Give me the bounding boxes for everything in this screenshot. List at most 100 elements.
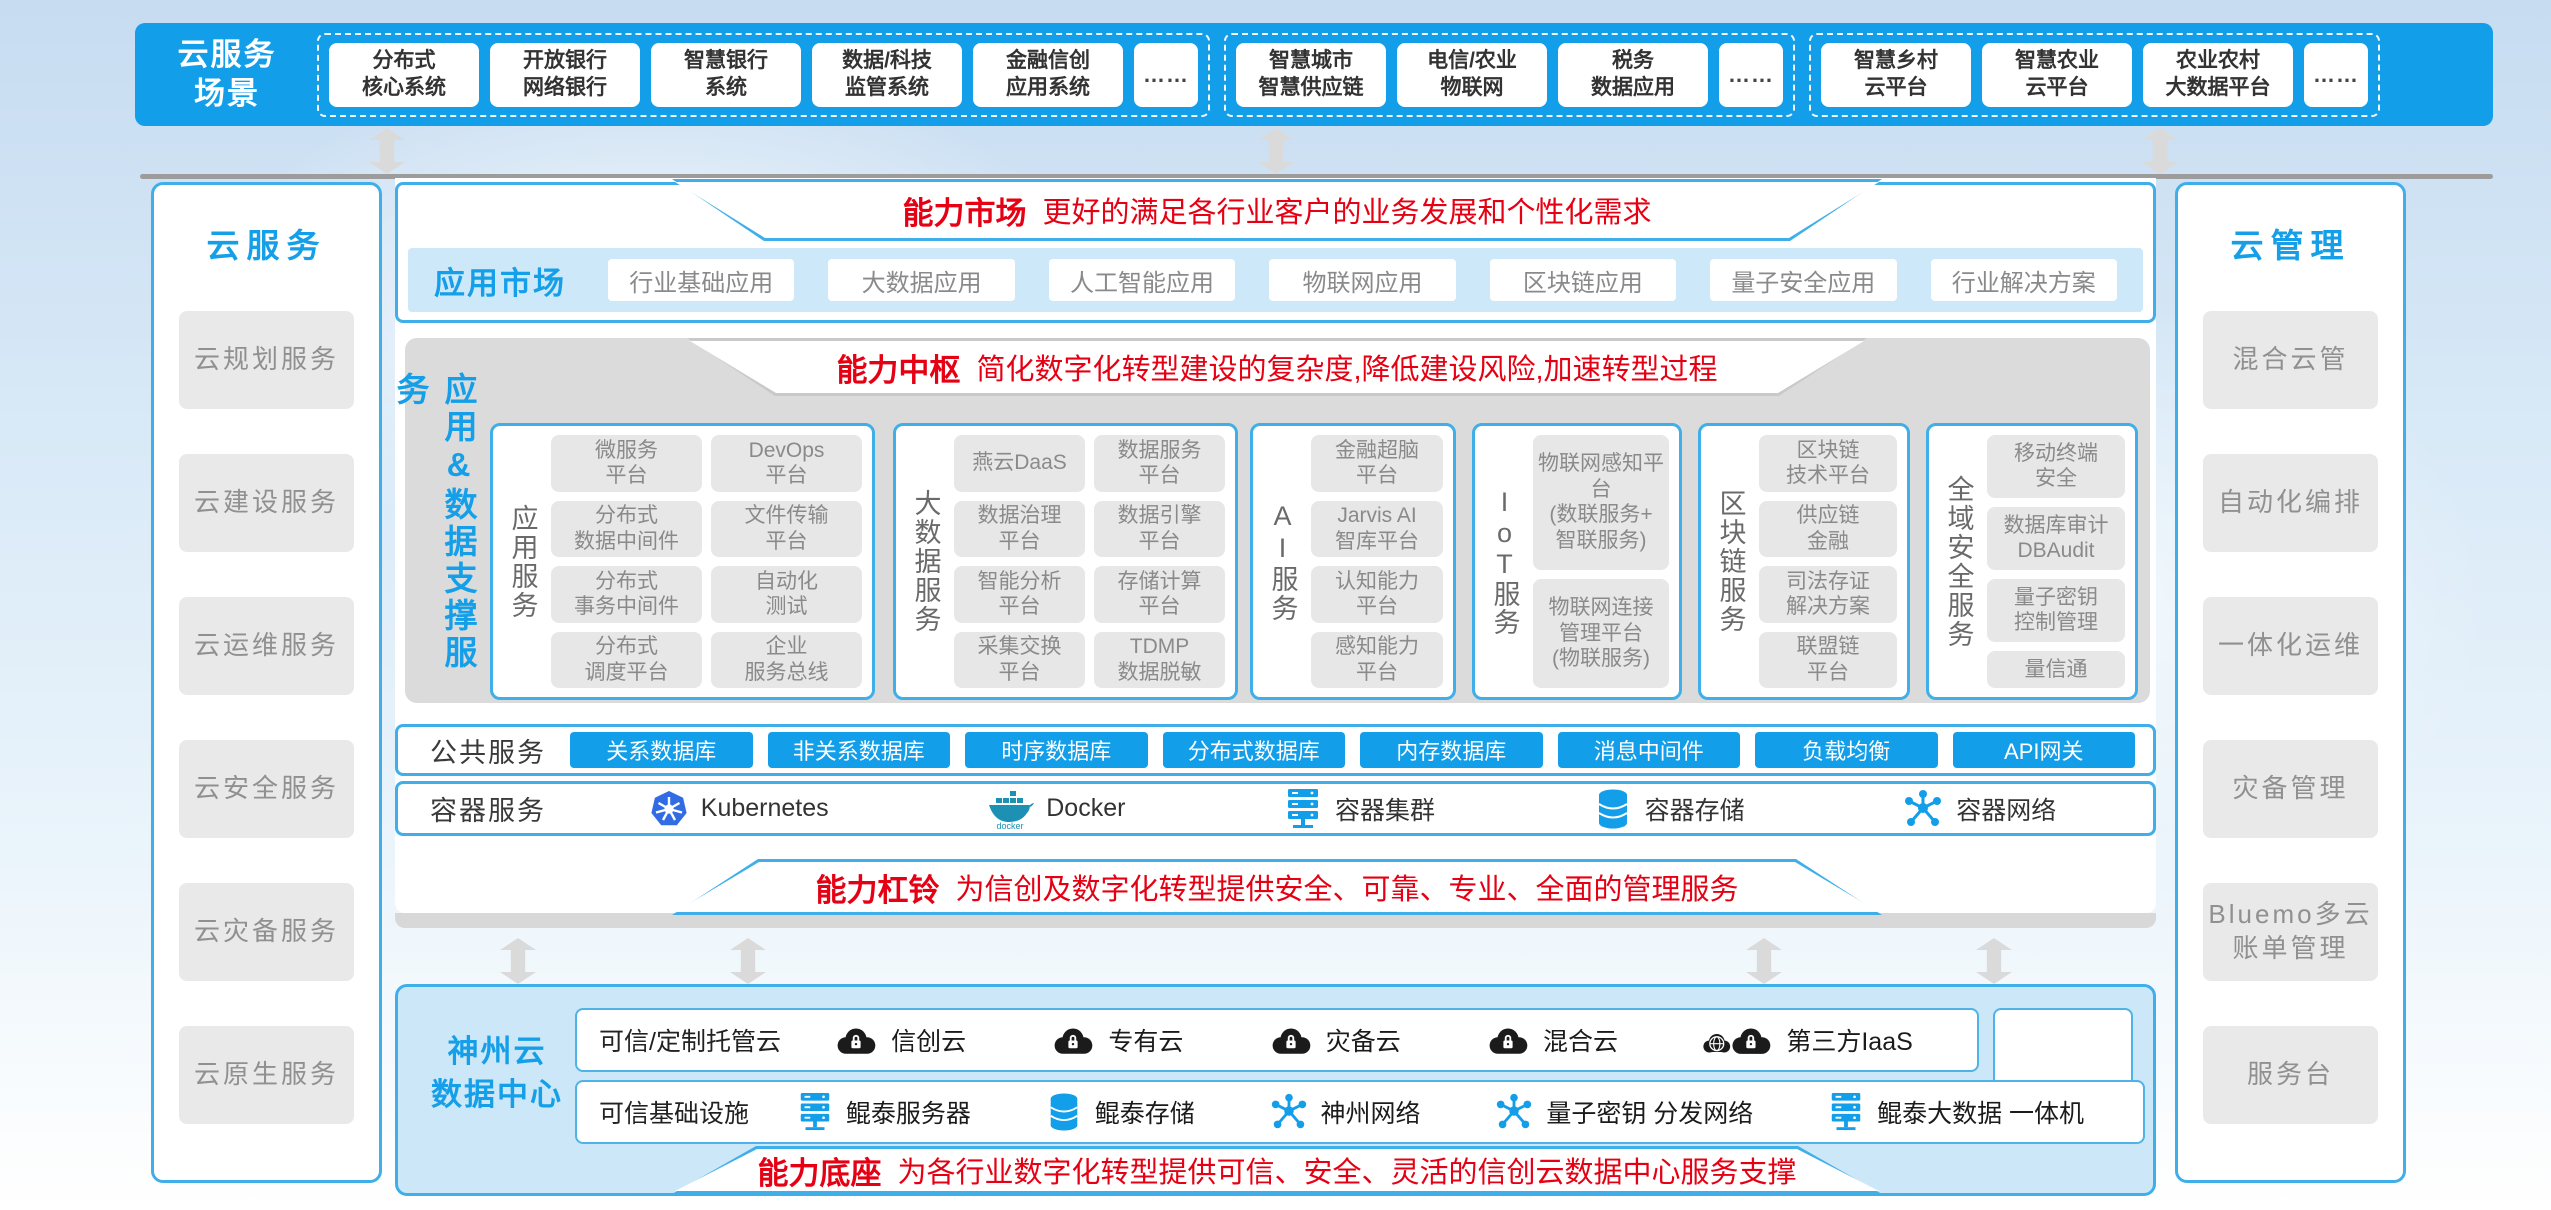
scenario-box: 农业农村 大数据平台	[2143, 42, 2293, 107]
app-market-item: 区块链应用	[1489, 259, 1677, 301]
banner-desc: 简化数字化转型建设的复杂度,降低建设风险,加速转型过程	[976, 354, 1718, 386]
scenario-bar-title: 云服务 场景	[177, 36, 277, 111]
banner-desc: 为信创及数字化转型提供安全、可靠、专业、全面的管理服务	[955, 874, 1739, 906]
svg-text:docker: docker	[997, 821, 1024, 830]
service-box: 分布式 数据中间件	[551, 500, 702, 557]
server-icon	[1831, 1093, 1861, 1131]
container-item-cluster: 容器集群	[1283, 788, 1435, 830]
dc-item-quantum-network: 量子密钥 分发网络	[1494, 1092, 1753, 1132]
container-item-network: 容器网络	[1902, 788, 2056, 830]
container-item-label: Docker	[1046, 794, 1126, 822]
ellipsis-box: ……	[1719, 42, 1783, 107]
double-arrow-icon	[1976, 938, 2012, 984]
app-market-label: 应用市场	[434, 265, 566, 301]
docker-icon: docker	[989, 790, 1035, 830]
service-box: 区块链 技术平台	[1759, 435, 1897, 492]
service-box: 微服务 平台	[551, 435, 702, 492]
service-box: 分布式 事务中间件	[551, 566, 702, 623]
sidebar-item-unified-ops: 一体化运维	[2203, 597, 2378, 695]
container-item-docker: docker Docker	[986, 788, 1125, 830]
service-box: 企业 服务总线	[711, 631, 862, 688]
sidebar-item-service-desk: 服务台	[2203, 1026, 2378, 1124]
public-service-pill: 关系数据库	[570, 732, 753, 768]
trusted-hosted-cloud-row: 可信/定制托管云 信创云 专有云 灾备云 混合云	[575, 1008, 1979, 1072]
server-icon	[800, 1093, 830, 1131]
sidebar-item-automation: 自动化编排	[2203, 454, 2378, 552]
scenario-box: 电信/农业 物联网	[1397, 42, 1547, 107]
service-box: 存储计算 平台	[1094, 566, 1225, 623]
card-label: 全域安全服务	[1943, 474, 1974, 649]
service-box: 自动化 测试	[711, 566, 862, 623]
cloud-lock-icon	[837, 1028, 876, 1054]
row-label: 可信基础设施	[599, 1100, 750, 1128]
sidebar-item-bluemo-billing: Bluemo多云 账单管理	[2203, 883, 2378, 981]
sidebar-title: 云服务	[206, 227, 327, 264]
public-service-pill: API网关	[1952, 732, 2135, 768]
scenario-box: 分布式 核心系统	[329, 42, 479, 107]
cloud-management-sidebar: 云管理 混合云管 自动化编排 一体化运维 灾备管理 Bluemo多云 账单管理 …	[2175, 182, 2406, 1183]
scenario-box: 智慧城市 智慧供应链	[1236, 42, 1386, 107]
ai-services-card: AI服务 金融超脑 平台 Jarvis AI 智库平台 认知能力 平台 感知能力…	[1250, 423, 1456, 700]
banner-title: 能力杠铃	[815, 872, 940, 908]
capability-hub-banner: 能力中枢 简化数字化转型建设的复杂度,降低建设风险,加速转型过程	[687, 338, 1867, 396]
double-arrow-icon	[500, 938, 536, 984]
dc-item-label: 灾备云	[1325, 1028, 1401, 1056]
double-arrow-icon	[730, 938, 766, 984]
sidebar-item-cloud-native: 云原生服务	[179, 1026, 354, 1124]
service-box: 数据引擎 平台	[1094, 500, 1225, 557]
ellipsis-box: ……	[2304, 42, 2368, 107]
service-box: TDMP 数据脱敏	[1094, 631, 1225, 688]
service-box: 联盟链 平台	[1759, 631, 1897, 688]
dc-item-dr-cloud: 灾备云	[1268, 1022, 1401, 1058]
service-box: 量子密钥 控制管理	[1987, 578, 2125, 642]
sidebar-item-hybrid-cloud: 混合云管	[2203, 311, 2378, 409]
row-label: 公共服务	[430, 737, 546, 768]
security-services-card: 全域安全服务 移动终端 安全 数据库审计 DBAudit 量子密钥 控制管理 量…	[1926, 423, 2138, 700]
sidebar-item-cloud-dr: 云灾备服务	[179, 883, 354, 981]
service-box: 供应链 金融	[1759, 500, 1897, 557]
public-service-pill: 时序数据库	[965, 732, 1148, 768]
public-service-pill: 消息中间件	[1557, 732, 1740, 768]
card-label: 大数据服务	[910, 489, 941, 634]
scenario-group-city: 智慧城市 智慧供应链 电信/农业 物联网 税务 数据应用 ……	[1224, 32, 1795, 117]
public-service-pill: 负载均衡	[1755, 732, 1938, 768]
sidebar-item-cloud-planning: 云规划服务	[179, 311, 354, 409]
sidebar-item-dr-management: 灾备管理	[2203, 740, 2378, 838]
public-services-row: 公共服务 关系数据库 非关系数据库 时序数据库 分布式数据库 内存数据库 消息中…	[395, 724, 2156, 776]
card-label: 应用服务	[507, 503, 538, 620]
app-market-item: 行业基础应用	[608, 259, 795, 301]
sidebar-item-cloud-build: 云建设服务	[179, 454, 354, 552]
dc-item-label: 第三方IaaS	[1786, 1028, 1913, 1056]
panel-bottom-edge	[395, 913, 2156, 928]
scenario-box: 开放银行 网络银行	[490, 42, 640, 107]
dc-item-label: 信创云	[891, 1028, 967, 1056]
dc-item-label: 专有云	[1108, 1028, 1184, 1056]
scenario-box: 智慧农业 云平台	[1982, 42, 2132, 107]
storage-icon	[1049, 1093, 1078, 1131]
public-service-pill: 非关系数据库	[767, 732, 950, 768]
datacenter-title: 神州云 数据中心	[431, 1034, 563, 1113]
dc-item-private-cloud: 专有云	[1050, 1022, 1183, 1058]
double-arrow-icon	[1258, 128, 1294, 174]
service-box: 量信通	[1987, 650, 2125, 688]
storage-icon	[1598, 789, 1628, 828]
app-market-item: 量子安全应用	[1710, 259, 1897, 301]
trusted-infrastructure-row: 可信基础设施 鲲泰服务器 鲲泰存储	[575, 1080, 2145, 1144]
app-services-card: 应用服务 微服务 平台 DevOps 平台 分布式 数据中间件 文件传输 平台 …	[490, 423, 875, 700]
banner-title: 能力底座	[757, 1155, 882, 1191]
banner-desc: 为各行业数字化转型提供可信、安全、灵活的信创云数据中心服务支撑	[897, 1157, 1797, 1189]
service-box: DevOps 平台	[711, 435, 862, 492]
network-icon	[1271, 1093, 1306, 1129]
container-item-storage: 容器存储	[1593, 788, 1745, 830]
service-box: 分布式 调度平台	[551, 631, 702, 688]
network-icon	[1497, 1093, 1532, 1129]
globe-cloud-lock-icon	[1703, 1028, 1771, 1054]
service-box: 数据治理 平台	[954, 500, 1085, 557]
card-label: IoT服务	[1489, 487, 1520, 636]
scenario-group-agriculture: 智慧乡村 云平台 智慧农业 云平台 农业农村 大数据平台 ……	[1809, 32, 2380, 117]
service-box: Jarvis AI 智库平台	[1311, 500, 1443, 557]
scenario-bar: 云服务 场景 分布式 核心系统 开放银行 网络银行 智慧银行 系统 数据/科技 …	[135, 23, 2493, 126]
dc-item-shenzhou-network: 神州网络	[1269, 1092, 1421, 1132]
scenario-box: 数据/科技 监管系统	[812, 42, 962, 107]
